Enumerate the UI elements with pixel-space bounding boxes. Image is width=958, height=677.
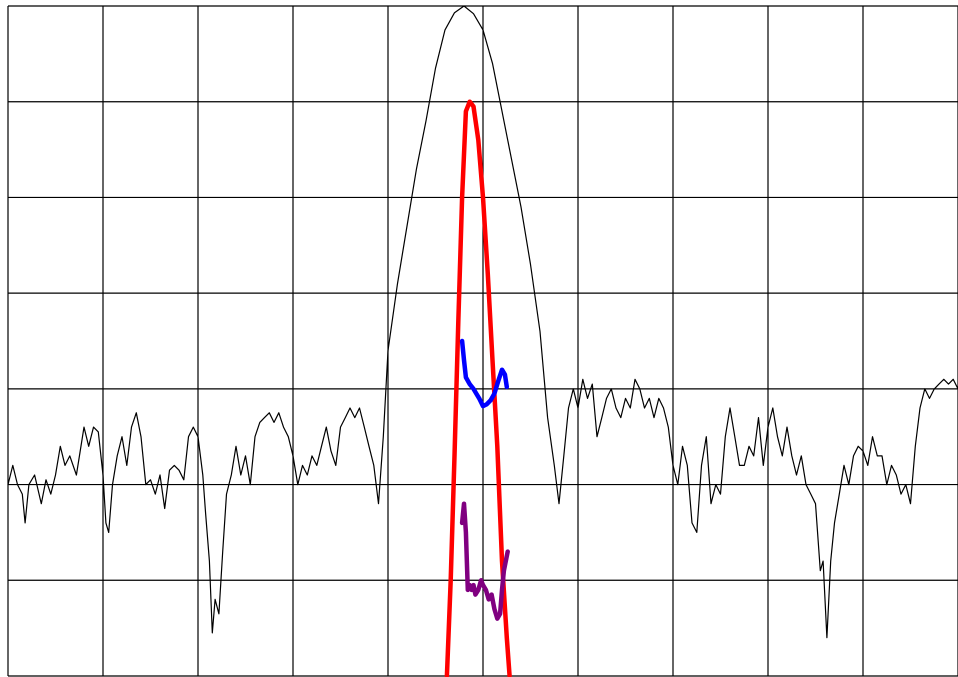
- series-line-3: [459, 501, 510, 621]
- series-line-2: [459, 338, 510, 409]
- series-line-0: [7, 5, 958, 639]
- chart-series: [7, 5, 958, 677]
- series-line-1: [444, 99, 512, 677]
- chart-grid: [7, 5, 958, 677]
